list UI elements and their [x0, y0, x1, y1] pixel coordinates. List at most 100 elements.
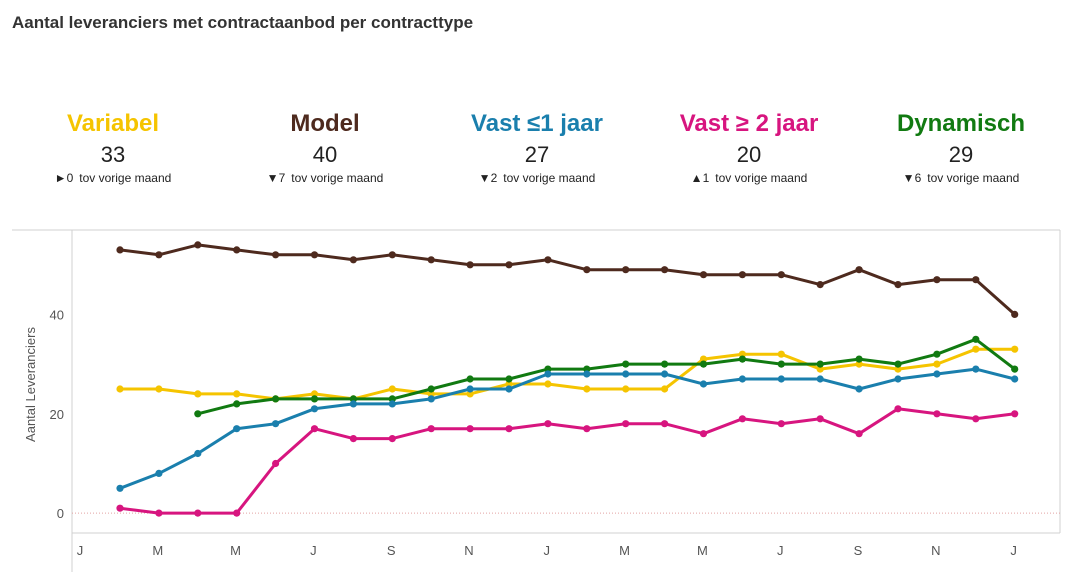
data-point [116, 504, 124, 512]
data-point [116, 484, 124, 492]
kpi-card-vast-1-jaar[interactable]: Vast ≤1 jaar 27 ▼2 tov vorige maand [427, 109, 647, 186]
kpi-change: ▼7 tov vorige maand [215, 171, 435, 186]
data-point [661, 385, 669, 393]
data-point [777, 375, 785, 383]
series-vast-1-jaar [116, 365, 1019, 492]
x-tick-label: N [931, 543, 940, 558]
kpi-card-variabel[interactable]: Variabel 33 ►0 tov vorige maand [3, 109, 223, 186]
data-point [622, 385, 630, 393]
data-point [310, 405, 319, 413]
kpi-delta: 6 [914, 171, 922, 185]
data-point [777, 360, 785, 368]
x-tick-label: J [310, 543, 317, 558]
data-point [233, 400, 241, 408]
kpi-card-vast-2-jaar[interactable]: Vast ≥ 2 jaar 20 ▲1 tov vorige maand [639, 109, 859, 186]
data-point [544, 256, 552, 264]
data-point [933, 360, 941, 368]
data-point [699, 430, 708, 438]
x-tick-label: N [464, 543, 473, 558]
page-title: Aantal leveranciers met contractaanbod p… [12, 13, 474, 32]
data-point [622, 266, 630, 274]
series-line [118, 347, 1017, 401]
data-point [622, 360, 630, 368]
kpi-delta-text: tov vorige maand [79, 171, 172, 185]
data-point [661, 360, 669, 368]
arrow-up-icon: ▲ [690, 171, 703, 185]
data-point [583, 425, 591, 433]
data-point [699, 360, 708, 368]
chart-frame [12, 229, 1061, 572]
data-point [427, 385, 435, 393]
kpi-card-model[interactable]: Model 40 ▼7 tov vorige maand [215, 109, 435, 186]
data-point [661, 420, 669, 428]
data-point [272, 395, 280, 403]
data-point [388, 385, 396, 393]
kpi-delta: 1 [702, 171, 710, 185]
data-point [933, 350, 941, 358]
kpi-delta: 7 [278, 171, 286, 185]
kpi-label: Dynamisch [896, 110, 1026, 137]
data-point [427, 395, 435, 403]
data-point [777, 271, 785, 279]
data-point [894, 405, 902, 413]
kpi-label: Variabel [66, 110, 160, 137]
data-point [855, 430, 863, 438]
data-point [155, 509, 163, 517]
x-tick-label: J [544, 543, 551, 558]
data-point [855, 360, 863, 368]
data-point [699, 355, 708, 363]
kpi-delta-text: tov vorige maand [715, 171, 808, 185]
data-point [972, 415, 980, 423]
data-point [310, 425, 319, 433]
data-point [466, 375, 474, 383]
data-point [894, 360, 902, 368]
data-point [972, 365, 980, 373]
data-point [388, 400, 396, 408]
data-point [583, 266, 591, 274]
arrow-down-icon: ▼ [266, 171, 279, 185]
data-point [1011, 345, 1019, 353]
kpi-card-dynamisch[interactable]: Dynamisch 29 ▼6 tov vorige maand [851, 109, 1071, 186]
data-point [622, 370, 630, 378]
x-tick-label: M [152, 543, 163, 558]
kpi-value: 33 [100, 142, 126, 167]
x-tick-label: M [619, 543, 630, 558]
data-point [155, 469, 163, 477]
data-point [388, 395, 396, 403]
data-point [1011, 310, 1019, 318]
x-tick-label: J [1010, 543, 1017, 558]
y-tick-label: 40 [50, 307, 64, 322]
data-point [310, 395, 319, 403]
data-point [738, 375, 747, 383]
x-tick-label: J [77, 543, 84, 558]
data-point [349, 395, 357, 403]
data-point [777, 420, 785, 428]
kpi-value: 40 [312, 142, 338, 167]
data-point [388, 251, 396, 259]
data-point [622, 420, 630, 428]
data-point [233, 425, 241, 433]
data-point [427, 425, 435, 433]
kpi-delta-text: tov vorige maand [927, 171, 1020, 185]
data-point [816, 365, 824, 373]
data-point [466, 385, 474, 393]
data-point [583, 370, 591, 378]
data-point [894, 365, 902, 373]
kpi-delta: 0 [66, 171, 74, 185]
y-tick-label: 20 [50, 407, 64, 422]
data-point [233, 246, 241, 254]
kpi-change: ▼6 tov vorige maand [851, 171, 1071, 186]
data-point [233, 390, 241, 398]
x-tick-label: J [777, 543, 784, 558]
data-point [194, 449, 202, 458]
data-point [116, 385, 124, 393]
kpi-delta-text: tov vorige maand [291, 171, 384, 185]
data-point [699, 380, 708, 388]
data-point [155, 385, 163, 393]
data-point [505, 375, 513, 383]
data-point [894, 375, 902, 383]
data-point [1011, 365, 1019, 373]
data-point [777, 350, 785, 358]
